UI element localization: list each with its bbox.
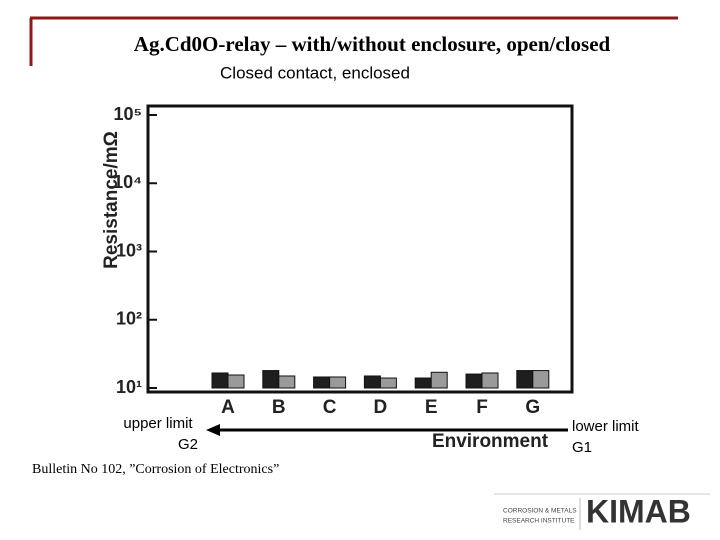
slide-title: Ag.Cd0O-relay – with/without enclosure, … [134,32,611,56]
logo-text: RESEARCH INSTITUTE [503,518,575,525]
annotation: lower limit [572,418,640,435]
bar [363,375,381,389]
bar [211,372,229,389]
bar [481,372,499,389]
x-tick-label: B [272,397,286,418]
logo-text: CORROSION & METALS [503,508,577,515]
plot-frame [146,104,574,394]
annotation: upper limit [123,415,193,432]
x-tick-label: G [525,397,540,418]
y-tick-label: 10¹ [116,377,142,397]
annotation: G1 [572,439,592,456]
bar [262,370,280,389]
chart-title: Closed contact, enclosed [220,63,410,82]
bar [516,370,534,389]
arrow-head [206,424,220,436]
x-axis-label: Environment [432,431,549,452]
x-tick-label: C [323,397,337,418]
x-tick-label: A [221,397,235,418]
y-tick-label: 10⁵ [114,104,142,124]
logo-name: KIMAB [586,493,691,529]
chart-image [96,86,602,462]
bar [430,371,448,389]
y-tick-label: 10² [116,309,142,329]
bar [379,377,397,389]
x-tick-label: D [374,397,388,418]
bar [414,377,432,389]
x-tick-label: E [425,397,438,418]
annotation: G2 [178,436,198,453]
y-axis-label: Resistance/mΩ [101,131,122,269]
bar [532,370,550,389]
x-tick-label: F [476,397,488,418]
source-note: Bulletin No 102, ”Corrosion of Electroni… [32,462,279,477]
bar [465,373,483,389]
y-tick-label: 10⁴ [113,172,142,192]
y-tick-label: 10³ [116,240,142,260]
bar [227,374,245,389]
bar [313,376,331,389]
bar [278,375,296,389]
bar [329,376,347,389]
